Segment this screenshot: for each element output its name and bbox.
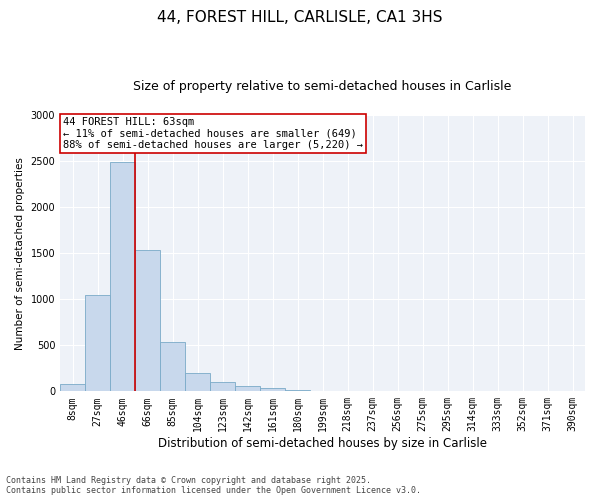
Text: 44 FOREST HILL: 63sqm
← 11% of semi-detached houses are smaller (649)
88% of sem: 44 FOREST HILL: 63sqm ← 11% of semi-deta… bbox=[62, 117, 362, 150]
Bar bbox=[260, 388, 285, 392]
Text: Contains HM Land Registry data © Crown copyright and database right 2025.
Contai: Contains HM Land Registry data © Crown c… bbox=[6, 476, 421, 495]
Title: Size of property relative to semi-detached houses in Carlisle: Size of property relative to semi-detach… bbox=[133, 80, 512, 93]
Bar bbox=[160, 342, 185, 392]
Bar bbox=[85, 294, 110, 392]
Y-axis label: Number of semi-detached properties: Number of semi-detached properties bbox=[15, 156, 25, 350]
Bar bbox=[135, 250, 160, 392]
Bar bbox=[185, 374, 210, 392]
Bar bbox=[110, 162, 135, 392]
Bar bbox=[235, 386, 260, 392]
Bar bbox=[285, 390, 310, 392]
X-axis label: Distribution of semi-detached houses by size in Carlisle: Distribution of semi-detached houses by … bbox=[158, 437, 487, 450]
Bar bbox=[60, 384, 85, 392]
Bar bbox=[210, 382, 235, 392]
Text: 44, FOREST HILL, CARLISLE, CA1 3HS: 44, FOREST HILL, CARLISLE, CA1 3HS bbox=[157, 10, 443, 25]
